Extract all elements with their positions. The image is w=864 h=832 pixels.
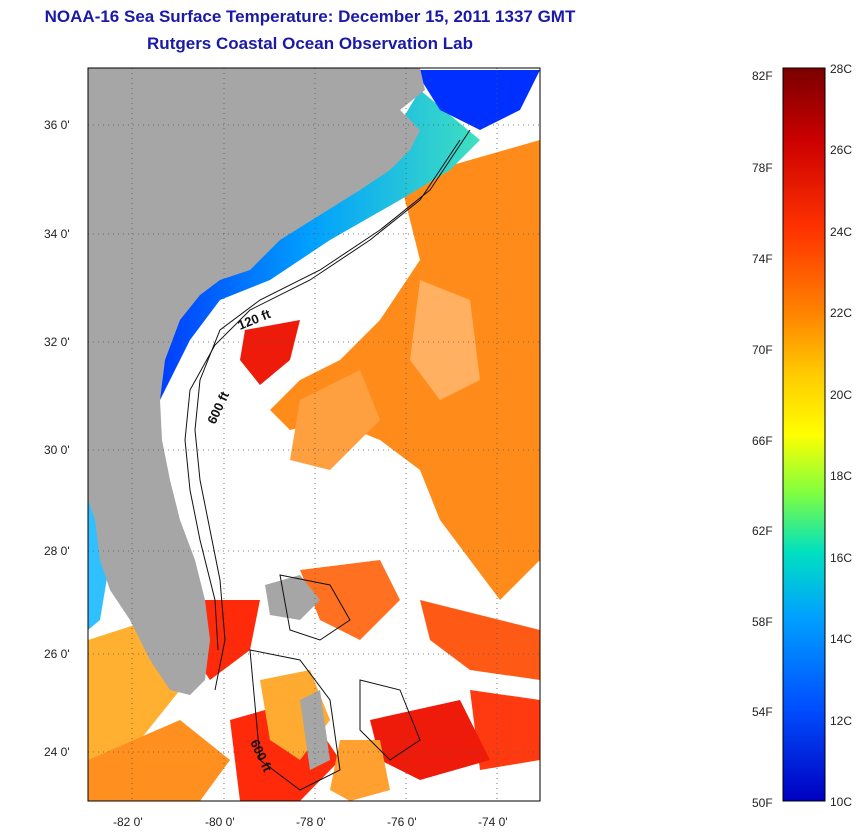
lat-tick: 34 0' — [44, 227, 70, 241]
cb-c-label: 22C — [830, 306, 852, 320]
lon-tick: -82 0' — [113, 815, 143, 829]
lat-tick: 24 0' — [44, 745, 70, 759]
cb-f-label: 74F — [752, 252, 773, 266]
lon-tick: -80 0' — [205, 815, 235, 829]
cb-c-label: 18C — [830, 469, 852, 483]
cb-f-label: 78F — [752, 161, 773, 175]
cb-c-label: 16C — [830, 551, 852, 565]
map-area: 120 ft 600 ft 600 ft — [88, 68, 540, 801]
cb-f-label: 82F — [752, 69, 773, 83]
land-mass — [88, 68, 425, 695]
lat-tick: 36 0' — [44, 118, 70, 132]
cb-f-label: 62F — [752, 524, 773, 538]
cb-c-label: 14C — [830, 632, 852, 646]
cb-f-label: 66F — [752, 434, 773, 448]
cb-c-label: 10C — [830, 795, 852, 809]
bathymetry-contours — [184, 129, 471, 791]
andros-island — [300, 690, 330, 770]
lat-tick: 28 0' — [44, 544, 70, 558]
lon-tick: -74 0' — [478, 815, 508, 829]
map-title: NOAA-16 Sea Surface Temperature: Decembe… — [44, 7, 576, 26]
colorbar: 82F 78F 74F 70F 66F 62F 58F 54F 50F 28C … — [752, 62, 852, 810]
map-subtitle: Rutgers Coastal Ocean Observation Lab — [147, 34, 473, 53]
cb-f-label: 58F — [752, 615, 773, 629]
lon-tick: -78 0' — [296, 815, 326, 829]
sst-warm-patches — [88, 140, 540, 801]
colorbar-gradient — [782, 67, 826, 802]
cb-c-label: 26C — [830, 143, 852, 157]
lon-axis: -82 0' -80 0' -78 0' -76 0' -74 0' — [113, 815, 508, 829]
cb-c-label: 28C — [830, 62, 852, 76]
cb-f-label: 70F — [752, 343, 773, 357]
graticule — [88, 68, 540, 801]
cb-c-label: 20C — [830, 388, 852, 402]
colorbar-fahrenheit-labels: 82F 78F 74F 70F 66F 62F 58F 54F 50F — [752, 69, 773, 810]
cb-f-label: 50F — [752, 796, 773, 810]
lat-tick: 32 0' — [44, 335, 70, 349]
lat-axis: 36 0' 34 0' 32 0' 30 0' 28 0' 26 0' 24 0… — [44, 118, 70, 759]
lon-tick: -76 0' — [387, 815, 417, 829]
cb-c-label: 24C — [830, 225, 852, 239]
bahamas-island — [265, 575, 320, 620]
lat-tick: 30 0' — [44, 443, 70, 457]
cold-coastal-band — [140, 90, 480, 420]
cb-c-label: 12C — [830, 714, 852, 728]
cold-north-water — [415, 70, 540, 130]
lat-tick: 26 0' — [44, 647, 70, 661]
map-frame — [87, 67, 541, 802]
cb-f-label: 54F — [752, 705, 773, 719]
colorbar-celsius-labels: 28C 26C 24C 22C 20C 18C 16C 14C 12C 10C — [830, 62, 852, 809]
